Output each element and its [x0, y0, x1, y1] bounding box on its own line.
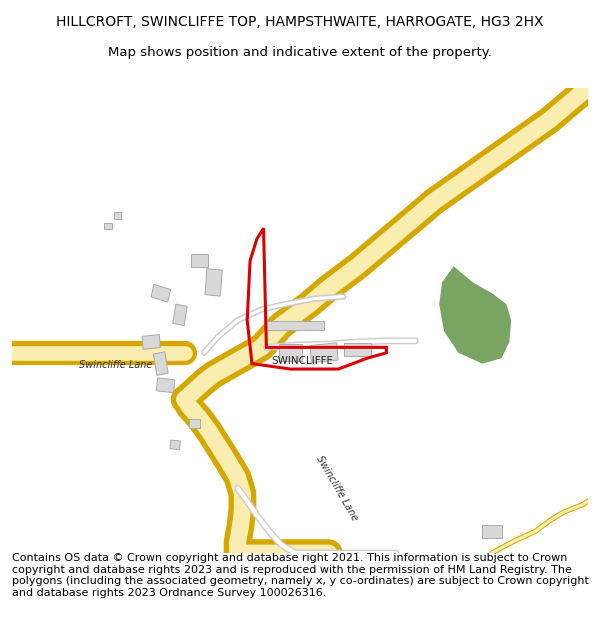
Text: SWINCLIFFE: SWINCLIFFE: [271, 356, 333, 366]
Bar: [279, 344, 302, 361]
Bar: [191, 254, 208, 268]
Bar: [205, 269, 222, 296]
Text: Swincliffe Lane: Swincliffe Lane: [314, 454, 360, 522]
Text: HILLCROFT, SWINCLIFFE TOP, HAMPSTHWAITE, HARROGATE, HG3 2HX: HILLCROFT, SWINCLIFFE TOP, HAMPSTHWAITE,…: [56, 15, 544, 29]
Bar: [188, 419, 200, 428]
Bar: [104, 223, 112, 229]
Bar: [173, 304, 187, 326]
Bar: [170, 440, 181, 449]
Bar: [151, 284, 170, 302]
Text: Contains OS data © Crown copyright and database right 2021. This information is : Contains OS data © Crown copyright and d…: [12, 553, 589, 598]
Bar: [344, 343, 371, 356]
Bar: [266, 321, 324, 330]
Bar: [310, 343, 338, 362]
Polygon shape: [439, 266, 511, 364]
Bar: [114, 212, 121, 219]
Bar: [154, 352, 168, 376]
Text: Swincliffe Lane: Swincliffe Lane: [79, 361, 152, 371]
Bar: [157, 378, 175, 392]
Text: Map shows position and indicative extent of the property.: Map shows position and indicative extent…: [108, 46, 492, 59]
Bar: [482, 525, 502, 538]
Bar: [142, 334, 160, 349]
